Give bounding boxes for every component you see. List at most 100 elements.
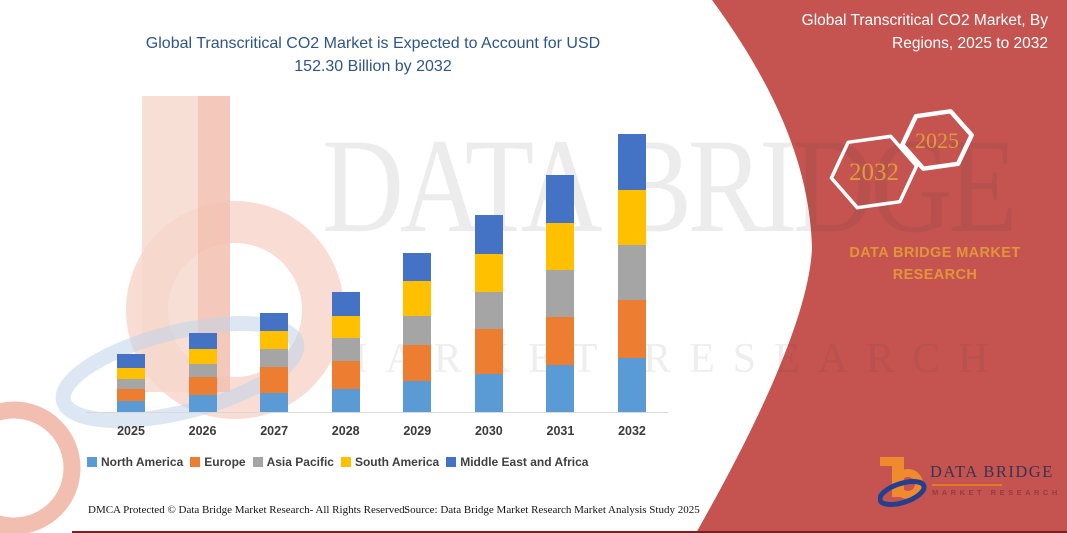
segment-europe	[474, 329, 503, 374]
segment-asia-pacific	[117, 378, 145, 389]
segment-europe	[188, 376, 217, 396]
bar-2026	[188, 332, 217, 412]
bar-2029	[403, 253, 432, 412]
chart-legend: North America Europe Asia Pacific South Ame…	[87, 455, 588, 469]
segment-europe	[403, 345, 432, 381]
hexagon-2032-label: 2032	[849, 159, 899, 186]
segment-north-america	[117, 401, 145, 412]
segment-asia-pacific	[546, 269, 575, 318]
legend-item-asia-pacific: Asia Pacific	[252, 455, 334, 469]
segment-middle-east-and-africa	[188, 332, 217, 349]
segment-middle-east-and-africa	[546, 174, 575, 223]
bar-2025	[117, 354, 145, 412]
segment-north-america	[403, 380, 432, 412]
segment-europe	[117, 388, 145, 401]
side-panel-shape	[696, 0, 1067, 533]
footer-logo-rule	[932, 484, 1002, 486]
segment-south-america	[331, 316, 360, 339]
legend-item-europe: Europe	[190, 455, 246, 469]
legend-label-middle-east-and-africa: Middle East and Africa	[460, 455, 589, 469]
legend-marker-asia-pacific	[252, 457, 263, 467]
bar-2030	[474, 214, 503, 412]
legend-marker-middle-east-and-africa	[446, 457, 457, 467]
bottom-border-line	[72, 531, 1067, 533]
segment-north-america	[188, 395, 217, 412]
axis-label-2031: 2031	[546, 424, 575, 438]
hexagon-2032-outline	[829, 134, 919, 210]
segment-north-america	[546, 365, 575, 412]
segment-asia-pacific	[474, 292, 503, 330]
segment-middle-east-and-africa	[403, 253, 432, 282]
panel-title-line1: Global Transcritical CO2 Market, By	[801, 12, 1048, 29]
panel-brand-line1: DATA BRIDGE MARKET	[849, 245, 1021, 261]
legend-marker-south-america	[340, 457, 351, 467]
axis-label-2028: 2028	[331, 424, 360, 438]
segment-south-america	[474, 253, 503, 293]
segment-middle-east-and-africa	[474, 214, 503, 254]
axis-label-2027: 2027	[260, 424, 289, 438]
segment-north-america	[331, 389, 360, 412]
segment-asia-pacific	[260, 348, 289, 368]
segment-middle-east-and-africa	[117, 354, 145, 368]
hexagon-2032	[829, 134, 919, 210]
segment-south-america	[617, 189, 646, 246]
panel-brand-line2: RESEARCH	[892, 267, 978, 283]
footer-logo: DATA BRIDGE MARKET RESEARCH	[878, 454, 1058, 510]
watermark-market-research-text: MARKET RESEARCH	[330, 336, 1007, 382]
hexagon-2025	[900, 109, 974, 171]
chart-title: Global Transcritical CO2 Market is Expec…	[90, 32, 656, 78]
segment-middle-east-and-africa	[260, 313, 289, 331]
legend-label-asia-pacific: Asia Pacific	[266, 455, 334, 469]
axis-label-2030: 2030	[474, 424, 503, 438]
footer-logo-b-icon	[878, 457, 927, 507]
footer-logo-name: DATA BRIDGE	[930, 462, 1054, 481]
legend-item-south-america: South America	[340, 455, 440, 469]
axis-label-2025: 2025	[117, 424, 145, 438]
bar-2027	[260, 313, 289, 412]
segment-north-america	[617, 357, 646, 412]
bar-2031	[546, 174, 575, 412]
bar-2028	[331, 292, 360, 412]
panel-brand-text: DATA BRIDGE MARKET RESEARCH	[824, 242, 1046, 286]
legend-marker-north-america	[87, 457, 97, 467]
segment-asia-pacific	[188, 363, 217, 377]
legend-item-middle-east-and-africa: Middle East and Africa	[446, 455, 588, 469]
segment-north-america	[260, 392, 289, 412]
legend-item-north-america: North America	[87, 455, 183, 469]
chart-title-line1: Global Transcritical CO2 Market is Expec…	[145, 35, 601, 52]
x-axis-line	[86, 412, 668, 413]
hexagon-2025-label: 2025	[915, 128, 959, 153]
segment-asia-pacific	[331, 338, 360, 362]
footer-logo-sub: MARKET RESEARCH	[932, 488, 1061, 497]
segment-europe	[331, 361, 360, 390]
hexagon-badges: 2032 2025	[829, 109, 974, 210]
segment-south-america	[546, 222, 575, 270]
legend-label-south-america: South America	[354, 455, 440, 469]
segment-europe	[546, 317, 575, 366]
chart-title-line2: 152.30 Billion by 2032	[294, 58, 452, 75]
b-icon-swoosh	[878, 479, 927, 507]
bar-2032	[617, 133, 646, 412]
watermark-databridge-text: DATA BRIDGE	[322, 112, 1017, 261]
footer-dmca-text: DMCA Protected © Data Bridge Market Rese…	[88, 504, 408, 516]
axis-label-2029: 2029	[403, 424, 432, 438]
segment-north-america	[474, 373, 503, 412]
segment-south-america	[403, 281, 432, 317]
segment-south-america	[188, 348, 217, 364]
segment-south-america	[260, 330, 289, 349]
legend-marker-europe	[190, 457, 201, 467]
segment-middle-east-and-africa	[617, 133, 646, 190]
axis-label-2032: 2032	[618, 424, 646, 438]
segment-europe	[617, 300, 646, 358]
panel-title-line2: Regions, 2025 to 2032	[892, 35, 1048, 52]
segment-south-america	[117, 367, 145, 379]
segment-asia-pacific	[403, 316, 432, 346]
panel-title: Global Transcritical CO2 Market, By Regi…	[748, 9, 1048, 55]
segment-asia-pacific	[617, 245, 646, 301]
legend-label-north-america: North America	[101, 455, 184, 469]
axis-label-2026: 2026	[188, 424, 217, 438]
corner-arc-watermark	[0, 401, 81, 533]
segment-europe	[260, 367, 289, 393]
